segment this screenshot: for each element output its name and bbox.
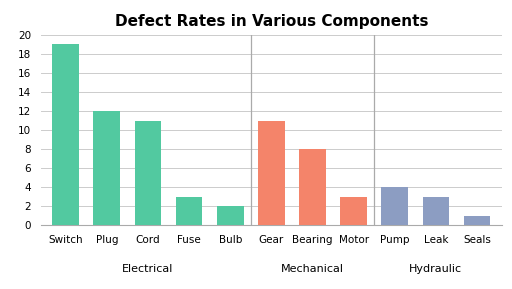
Text: Hydraulic: Hydraulic	[410, 264, 462, 274]
Bar	[176, 197, 202, 225]
Bar	[422, 197, 450, 225]
Bar	[217, 206, 244, 225]
Bar	[464, 216, 490, 225]
Bar	[340, 197, 367, 225]
Bar	[381, 187, 408, 225]
Text: Mechanical: Mechanical	[281, 264, 344, 274]
Bar	[93, 111, 120, 225]
Title: Defect Rates in Various Components: Defect Rates in Various Components	[115, 14, 428, 29]
Bar	[299, 149, 326, 225]
Text: Electrical: Electrical	[122, 264, 174, 274]
Bar	[135, 121, 161, 225]
Bar	[258, 121, 285, 225]
Bar	[52, 44, 79, 225]
